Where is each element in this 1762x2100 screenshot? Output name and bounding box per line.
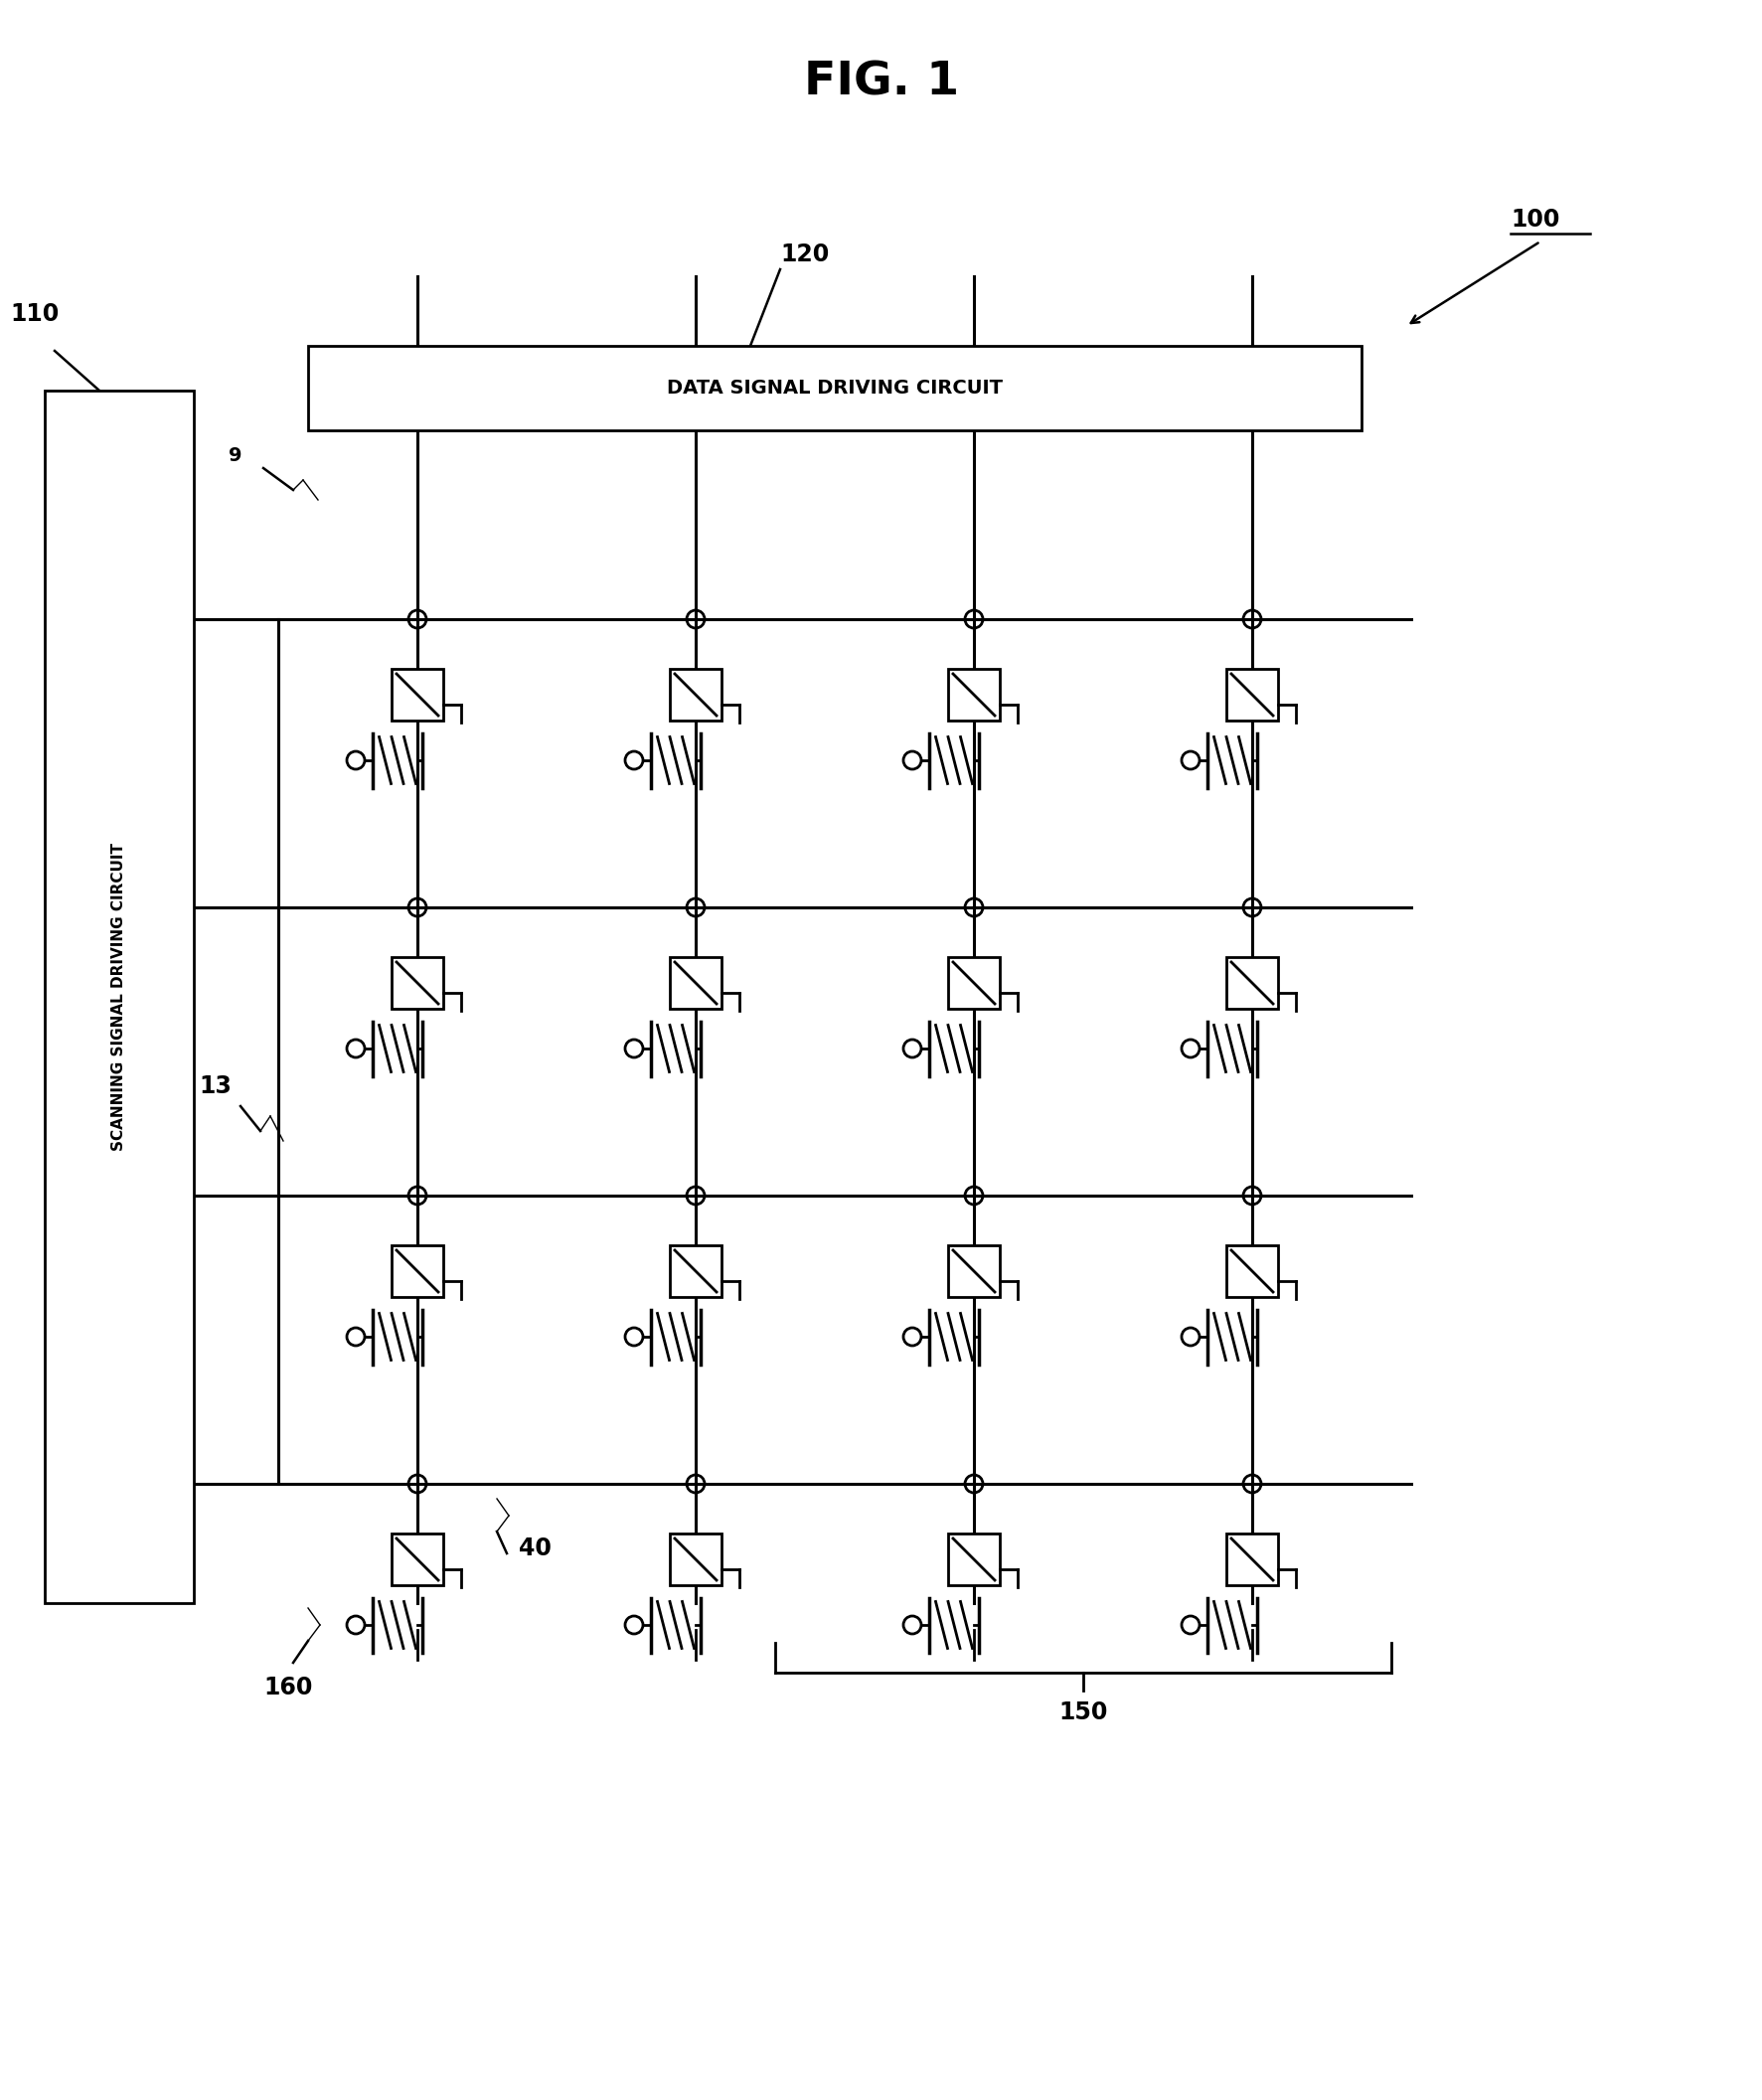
Text: 110: 110 [11,302,58,326]
Text: 160: 160 [264,1676,312,1699]
Bar [1226,670,1277,720]
Bar [670,1533,721,1586]
Text: 150: 150 [1059,1701,1107,1724]
Bar [948,958,999,1008]
Bar [391,1245,442,1298]
Text: 40: 40 [518,1537,552,1560]
Bar [391,1533,442,1586]
Bar [670,1245,721,1298]
Bar [948,1245,999,1298]
Bar [1226,1245,1277,1298]
Bar [948,670,999,720]
Bar [670,670,721,720]
Bar [948,1533,999,1586]
Bar [391,670,442,720]
Text: 13: 13 [199,1075,231,1098]
Bar [391,958,442,1008]
Text: SCANNING SIGNAL DRIVING CIRCUIT: SCANNING SIGNAL DRIVING CIRCUIT [111,842,127,1151]
Text: 9: 9 [229,445,241,464]
Text: FIG. 1: FIG. 1 [803,61,959,105]
Bar [44,391,194,1602]
Text: 100: 100 [1510,208,1559,231]
Bar [670,958,721,1008]
Text: 120: 120 [781,242,828,267]
Bar [308,347,1360,430]
Bar [1226,958,1277,1008]
Bar [1226,1533,1277,1586]
Text: DATA SIGNAL DRIVING CIRCUIT: DATA SIGNAL DRIVING CIRCUIT [666,378,1003,397]
